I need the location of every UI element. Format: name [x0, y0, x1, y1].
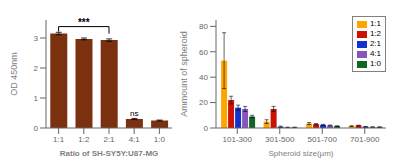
- svg-text:1:1: 1:1: [53, 135, 65, 144]
- svg-text:1:0: 1:0: [154, 135, 166, 144]
- svg-text:80: 80: [199, 22, 208, 31]
- svg-text:0: 0: [204, 124, 209, 133]
- svg-text:1: 1: [34, 94, 39, 103]
- svg-text:Ammount of spheroid: Ammount of spheroid: [179, 31, 189, 117]
- svg-text:4:1: 4:1: [129, 135, 141, 144]
- svg-text:60: 60: [199, 48, 208, 57]
- svg-text:OD 450nm: OD 450nm: [9, 52, 19, 96]
- svg-text:ns: ns: [130, 109, 138, 118]
- html-text:1:2: 1:2: [369, 29, 381, 38]
- svg-text:40: 40: [199, 73, 208, 82]
- html-text:1:1: 1:1: [369, 19, 381, 28]
- svg-text:301-500: 301-500: [265, 135, 295, 144]
- html-text:2:1: 2:1: [369, 39, 381, 48]
- html-text:4:1: 4:1: [369, 49, 381, 58]
- svg-text:3: 3: [34, 34, 39, 43]
- svg-text:20: 20: [199, 98, 208, 107]
- svg-text:701-900: 701-900: [350, 135, 380, 144]
- svg-text:2:1: 2:1: [103, 135, 115, 144]
- svg-text:***: ***: [78, 17, 90, 28]
- svg-text:2: 2: [34, 64, 39, 73]
- svg-text:Spheroid size(μm): Spheroid size(μm): [268, 149, 333, 158]
- svg-text:0: 0: [34, 124, 39, 133]
- svg-text:501-700: 501-700: [308, 135, 338, 144]
- svg-text:1:2: 1:2: [78, 135, 90, 144]
- svg-text:101-300: 101-300: [223, 135, 253, 144]
- html-text:1:0: 1:0: [369, 59, 381, 68]
- svg-text:Ratio of SH-SY5Y:U87-MG: Ratio of SH-SY5Y:U87-MG: [60, 149, 159, 158]
